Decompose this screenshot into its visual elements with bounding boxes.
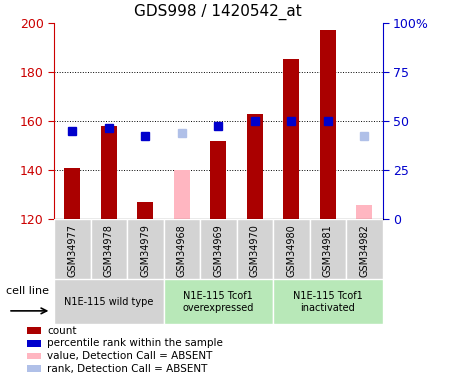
Bar: [346, 219, 382, 279]
Text: cell line: cell line: [5, 286, 49, 296]
Bar: [90, 219, 127, 279]
Text: N1E-115 Tcof1
inactivated: N1E-115 Tcof1 inactivated: [293, 291, 363, 313]
Text: GSM34978: GSM34978: [104, 224, 114, 277]
Text: N1E-115 wild type: N1E-115 wild type: [64, 297, 153, 307]
Bar: [273, 279, 382, 324]
Text: GSM34977: GSM34977: [67, 224, 77, 277]
Text: GSM34970: GSM34970: [250, 224, 260, 277]
Bar: [64, 168, 81, 219]
Bar: [200, 219, 237, 279]
Text: GSM34980: GSM34980: [286, 224, 296, 277]
Bar: [310, 219, 346, 279]
Bar: [163, 219, 200, 279]
Text: count: count: [47, 326, 77, 336]
Text: rank, Detection Call = ABSENT: rank, Detection Call = ABSENT: [47, 364, 208, 374]
Bar: [100, 126, 117, 219]
Bar: [27, 365, 41, 372]
Text: GSM34981: GSM34981: [323, 224, 333, 277]
Bar: [54, 219, 90, 279]
Text: GSM34968: GSM34968: [177, 224, 187, 277]
Bar: [27, 327, 41, 334]
Bar: [247, 114, 263, 219]
Bar: [27, 352, 41, 360]
Bar: [356, 205, 373, 219]
Bar: [54, 279, 163, 324]
Bar: [163, 279, 273, 324]
Bar: [283, 59, 299, 219]
Bar: [210, 141, 226, 219]
Text: N1E-115 Tcof1
overexpressed: N1E-115 Tcof1 overexpressed: [183, 291, 254, 313]
Text: GSM34982: GSM34982: [359, 224, 369, 277]
Bar: [27, 340, 41, 347]
Title: GDS998 / 1420542_at: GDS998 / 1420542_at: [135, 3, 302, 20]
Bar: [237, 219, 273, 279]
Bar: [137, 202, 153, 219]
Bar: [174, 170, 190, 219]
Text: GSM34969: GSM34969: [213, 224, 223, 277]
Bar: [127, 219, 163, 279]
Text: percentile rank within the sample: percentile rank within the sample: [47, 338, 223, 348]
Bar: [320, 30, 336, 219]
Text: GSM34979: GSM34979: [140, 224, 150, 277]
Text: value, Detection Call = ABSENT: value, Detection Call = ABSENT: [47, 351, 213, 361]
Bar: [273, 219, 310, 279]
